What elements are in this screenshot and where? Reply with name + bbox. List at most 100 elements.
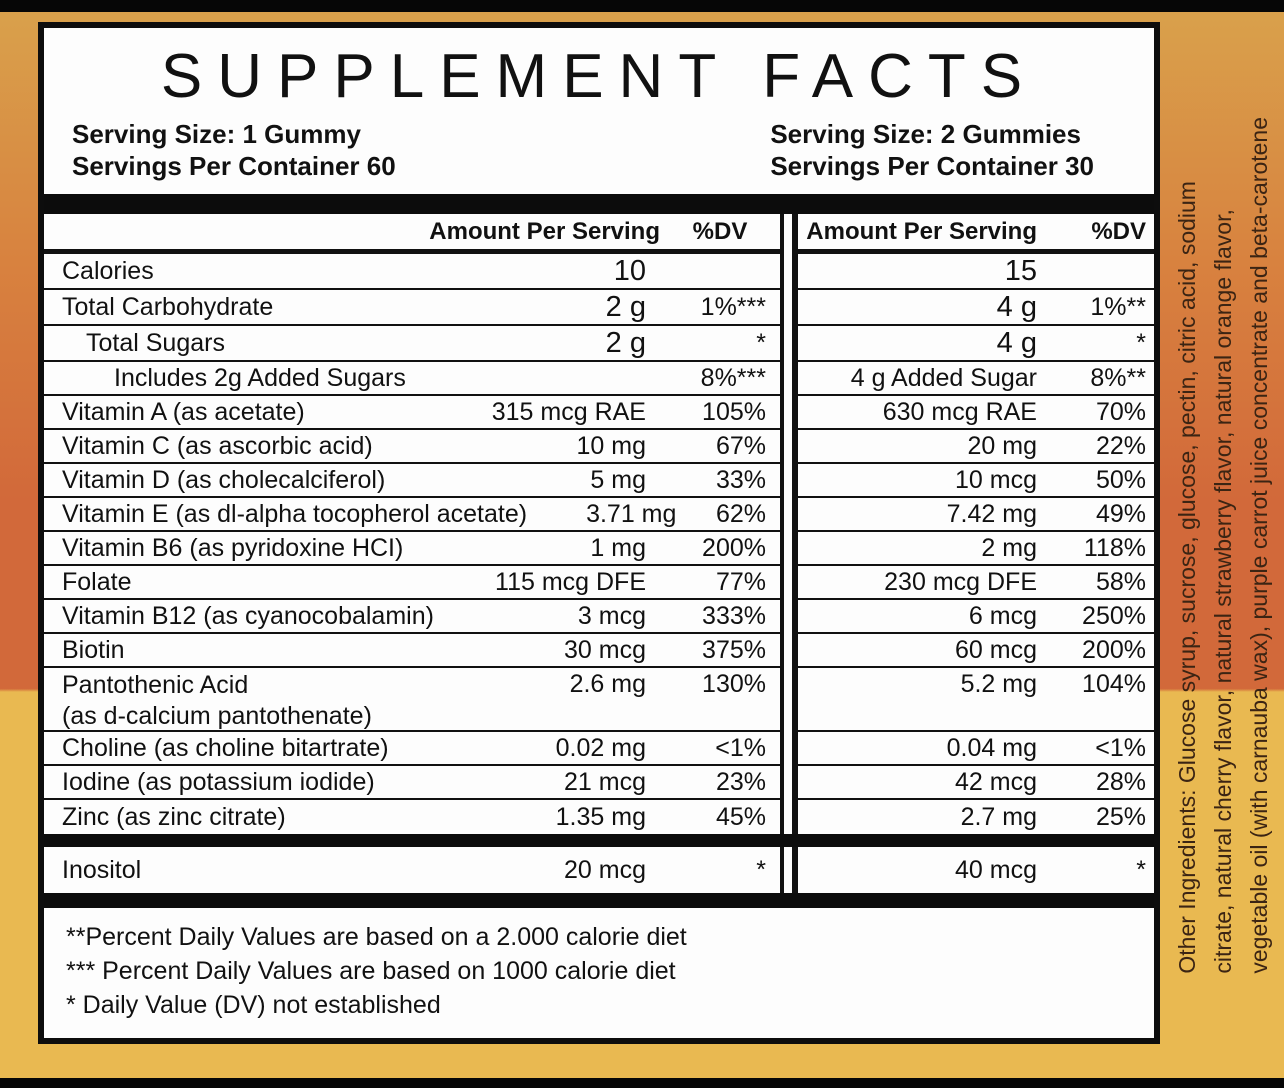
row-left-half: Vitamin D (as cholecalciferol) 5 mg 33% — [44, 464, 784, 498]
panel-title: SUPPLEMENT FACTS — [160, 42, 1038, 111]
servings-per-container-right: Servings Per Container 30 — [770, 151, 1094, 181]
amount-per-serving-header: Amount Per Serving — [429, 217, 660, 245]
column-header-right: Amount Per Serving %DV — [792, 214, 1154, 254]
top-black-edge — [0, 0, 1284, 12]
amount-value-2-gummies: 7.42 mg — [946, 499, 1037, 528]
amount-value-1-gummy: 2 g — [605, 290, 646, 323]
dv-value-1-gummy: 8%*** — [700, 363, 766, 392]
row-left-half: Zinc (as zinc citrate) 1.35 mg 45% — [44, 800, 784, 834]
nutrient-name: Vitamin D (as cholecalciferol) — [62, 465, 386, 494]
row-right-half: 4 g 1%** — [792, 290, 1154, 326]
other-ingredients-text: Other Ingredients: Glucose syrup, sucros… — [1169, 117, 1277, 974]
table-row: Vitamin B6 (as pyridoxine HCI) 1 mg 200% 2 … — [44, 532, 1154, 566]
nutrient-name: Iodine (as potassium iodide) — [62, 767, 375, 796]
serving-size-left: Serving Size: 1 Gummy — [72, 119, 361, 149]
amount-per-serving-header: Amount Per Serving — [806, 217, 1037, 245]
table-row: Vitamin C (as ascorbic acid) 10 mg 67% 20 m… — [44, 430, 1154, 464]
amount-value-2-gummies: 15 — [1004, 254, 1037, 287]
dv-value-2-gummies: 118% — [1083, 533, 1146, 562]
table-row: Vitamin B12 (as cyanocobalamin) 3 mcg 333%… — [44, 600, 1154, 634]
amount-value-2-gummies: 5.2 mg — [960, 670, 1037, 698]
serving-info-left: Serving Size: 1 Gummy Servings Per Conta… — [72, 118, 396, 182]
nutrient-name-line: (as d-calcium pantothenate) — [62, 702, 372, 730]
amount-value-2-gummies: 4 g — [996, 326, 1037, 359]
table-row: Choline (as choline bitartrate) 0.02 mg <1… — [44, 732, 1154, 766]
nutrient-name: Inositol — [62, 855, 142, 884]
footnotes: **Percent Daily Values are based on a 2.… — [44, 908, 1154, 1022]
table-row: Includes 2g Added Sugars 8%*** 4 g Added S… — [44, 362, 1154, 396]
amount-value-2-gummies: 42 mcg — [955, 767, 1037, 796]
row-right-half: 42 mcg 28% — [792, 766, 1154, 800]
dv-value-2-gummies: 200% — [1082, 635, 1146, 664]
amount-value-2-gummies: 6 mcg — [968, 601, 1037, 630]
table-row: Inositol 20 mcg * 40 mcg * — [44, 847, 1154, 893]
amount-value-2-gummies: 60 mcg — [955, 635, 1037, 664]
amount-value-1-gummy: 1.35 mg — [555, 802, 646, 831]
row-left-half: Total Carbohydrate 2 g 1%*** — [44, 290, 784, 326]
nutrient-name: Total Carbohydrate — [62, 292, 274, 321]
footnote-line: * Daily Value (DV) not established — [66, 991, 441, 1019]
nutrient-name: Vitamin A (as acetate) — [62, 397, 305, 426]
section-divider-bar — [44, 834, 1154, 847]
column-header-left: Amount Per Serving %DV — [44, 214, 784, 254]
row-right-half: 630 mcg RAE 70% — [792, 396, 1154, 430]
serving-info-right: Serving Size: 2 Gummies Servings Per Con… — [770, 118, 1094, 182]
footnote-line: **Percent Daily Values are based on a 2.… — [66, 923, 687, 951]
nutrient-name: Zinc (as zinc citrate) — [62, 802, 286, 831]
dv-value-1-gummy: * — [756, 328, 766, 357]
row-left-half: Choline (as choline bitartrate) 0.02 mg <1… — [44, 732, 784, 766]
ingredients-line: citrate, natural cherry flavor, natural … — [1210, 208, 1236, 974]
row-left-half: Vitamin B6 (as pyridoxine HCI) 1 mg 200% — [44, 532, 784, 566]
nutrient-name: Includes 2g Added Sugars — [114, 363, 406, 392]
dv-value-1-gummy: 33% — [715, 465, 766, 494]
nutrient-name: Vitamin C (as ascorbic acid) — [62, 431, 373, 460]
amount-value-2-gummies: 2 mg — [981, 533, 1037, 562]
row-right-half: 2.7 mg 25% — [792, 800, 1154, 834]
amount-value-2-gummies: 0.04 mg — [946, 733, 1037, 762]
table-row: Total Carbohydrate 2 g 1%*** 4 g 1%** — [44, 290, 1154, 326]
row-left-half: Pantothenic Acid (as d-calcium pantothena… — [44, 668, 784, 732]
row-right-half: 6 mcg 250% — [792, 600, 1154, 634]
dv-value-1-gummy: 77% — [715, 567, 766, 596]
amount-value-2-gummies: 2.7 mg — [960, 802, 1037, 831]
ingredients-line: vegetable oil (with carnauba wax), purpl… — [1246, 116, 1272, 974]
amount-value-1-gummy: 2 g — [605, 326, 646, 359]
table-row: Biotin 30 mcg 375% 60 mcg 200% — [44, 634, 1154, 668]
dv-value-2-gummies: 58% — [1095, 567, 1146, 596]
row-left-half: Inositol 20 mcg * — [44, 847, 784, 893]
nutrient-name: Pantothenic Acid (as d-calcium pantothena… — [44, 670, 446, 732]
nutrient-name: Calories — [62, 256, 154, 285]
amount-value-1-gummy: 30 mcg — [564, 635, 646, 664]
footnote-line: *** Percent Daily Values are based on 10… — [66, 957, 676, 985]
dv-header: %DV — [692, 217, 748, 245]
amount-value-2-gummies: 40 mcg — [955, 855, 1037, 884]
amount-value-2-gummies: 4 g Added Sugar — [850, 363, 1037, 392]
row-right-half: 40 mcg * — [792, 847, 1154, 893]
amount-value-2-gummies: 10 mcg — [955, 465, 1037, 494]
dv-value-2-gummies: 250% — [1082, 601, 1146, 630]
amount-value-1-gummy: 21 mcg — [564, 767, 646, 796]
table-row: Calories 10 15 — [44, 254, 1154, 290]
row-right-half: 20 mg 22% — [792, 430, 1154, 464]
serving-size-right: Serving Size: 2 Gummies — [770, 119, 1081, 149]
row-right-half: 2 mg 118% — [792, 532, 1154, 566]
row-right-half: 4 g Added Sugar 8%** — [792, 362, 1154, 396]
bottom-black-edge — [0, 1078, 1284, 1088]
dv-value-2-gummies: 28% — [1095, 767, 1146, 796]
dv-value-2-gummies: 50% — [1095, 465, 1146, 494]
row-left-half: Vitamin B12 (as cyanocobalamin) 3 mcg 333% — [44, 600, 784, 634]
table-row: Vitamin A (as acetate) 315 mcg RAE 105% 630… — [44, 396, 1154, 430]
nutrient-name-line: Pantothenic Acid — [62, 671, 249, 699]
serving-info: Serving Size: 1 Gummy Servings Per Conta… — [44, 114, 1154, 182]
row-left-half: Total Sugars 2 g * — [44, 326, 784, 362]
facts-table-body: Calories 10 15 Total Carbohydrate 2 g 1%*** 4 … — [44, 254, 1154, 908]
row-left-half: Includes 2g Added Sugars 8%*** — [44, 362, 784, 396]
dv-value-1-gummy: 67% — [715, 431, 766, 460]
table-row: Zinc (as zinc citrate) 1.35 mg 45% 2.7 mg 25… — [44, 800, 1154, 834]
dv-value-1-gummy: 333% — [702, 601, 766, 630]
dv-value-2-gummies: 22% — [1095, 431, 1146, 460]
ingredients-line: Other Ingredients: Glucose syrup, sucros… — [1174, 180, 1200, 974]
dv-value-1-gummy: 62% — [715, 499, 766, 528]
amount-value-1-gummy: 5 mg — [590, 465, 646, 494]
dv-value-2-gummies: 49% — [1095, 499, 1146, 528]
